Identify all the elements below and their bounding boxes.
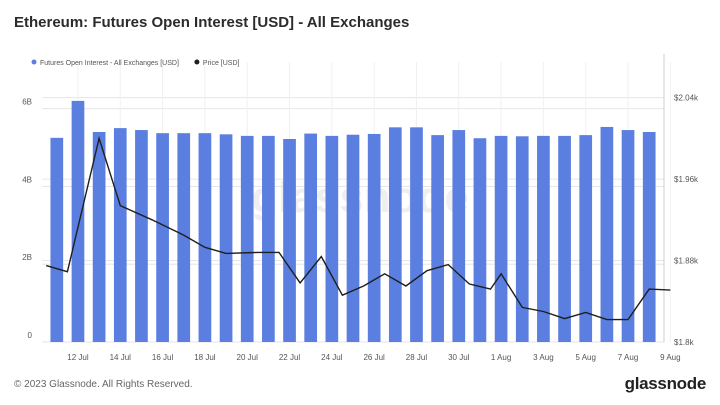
legend-marker — [194, 59, 200, 65]
x-tick-label: 20 Jul — [237, 353, 259, 362]
bars-layer — [50, 100, 656, 342]
bar — [473, 138, 487, 342]
bar — [537, 135, 550, 342]
x-tick-label: 30 Jul — [448, 353, 470, 362]
bar — [262, 135, 275, 342]
x-tick-label: 16 Jul — [152, 353, 174, 362]
y-left-tick-label: 4B — [22, 175, 32, 184]
x-axis: 12 Jul 14 Jul 16 Jul 18 Jul 20 Jul 22 Jul 24 J… — [67, 353, 680, 362]
bar — [600, 126, 614, 342]
bar — [642, 132, 656, 342]
bar — [240, 135, 254, 342]
x-tick-label: 18 Jul — [194, 353, 216, 362]
bar — [71, 100, 85, 342]
legend: Futures Open Interest - All Exchanges [U… — [31, 59, 240, 68]
glassnode-logo: glassnode — [624, 374, 707, 393]
bar — [579, 135, 593, 342]
y-left-tick-label: 6B — [22, 98, 32, 107]
legend-item[interactable]: Price [USD] — [194, 59, 240, 68]
x-tick-label: 5 Aug — [575, 353, 595, 362]
legend-label: Futures Open Interest - All Exchanges [U… — [40, 60, 179, 67]
bar — [219, 134, 233, 342]
bar — [367, 133, 381, 342]
bar — [135, 130, 148, 342]
bar — [283, 139, 296, 342]
y-left-axis: 0 2B 4B 6B — [22, 98, 32, 340]
bar — [515, 136, 529, 342]
bar — [346, 134, 360, 342]
x-tick-label: 14 Jul — [110, 353, 132, 362]
x-tick-label: 7 Aug — [618, 353, 638, 362]
bar — [410, 127, 423, 342]
bar — [558, 135, 571, 342]
legend-label: Price [USD] — [203, 60, 240, 67]
x-tick-label: 3 Aug — [533, 353, 553, 362]
copyright-text: © 2023 Glassnode. All Rights Reserved. — [14, 379, 193, 390]
x-tick-label: 12 Jul — [67, 353, 89, 362]
bar — [156, 133, 169, 342]
x-tick-label: 22 Jul — [279, 353, 301, 362]
bar — [50, 137, 64, 342]
x-tick-label: 26 Jul — [363, 353, 385, 362]
bar — [431, 135, 444, 342]
x-tick-label: 28 Jul — [406, 353, 428, 362]
bar — [177, 133, 191, 342]
y-right-axis: $1.8k $1.88k $1.96k $2.04k — [674, 94, 699, 347]
bar — [113, 128, 127, 342]
y-right-tick-label: $2.04k — [674, 94, 699, 103]
page-title: Ethereum: Futures Open Interest [USD] - … — [14, 14, 410, 31]
bar — [92, 132, 106, 342]
x-tick-label: 1 Aug — [491, 353, 511, 362]
bar — [198, 133, 212, 342]
x-tick-label: 24 Jul — [321, 353, 343, 362]
x-tick-label: 9 Aug — [660, 353, 680, 362]
y-right-tick-label: $1.96k — [674, 175, 699, 184]
bar — [494, 135, 508, 342]
y-right-tick-label: $1.8k — [674, 338, 695, 347]
bar — [304, 133, 318, 342]
y-left-tick-label: 0 — [28, 331, 33, 340]
bar — [621, 130, 635, 342]
y-right-tick-label: $1.88k — [674, 257, 699, 266]
y-left-tick-label: 2B — [22, 253, 32, 262]
bar — [388, 127, 402, 342]
legend-item[interactable]: Futures Open Interest - All Exchanges [U… — [31, 59, 179, 68]
price-line — [46, 135, 671, 321]
bar — [325, 135, 339, 342]
legend-marker — [31, 59, 37, 65]
bar — [452, 130, 466, 342]
